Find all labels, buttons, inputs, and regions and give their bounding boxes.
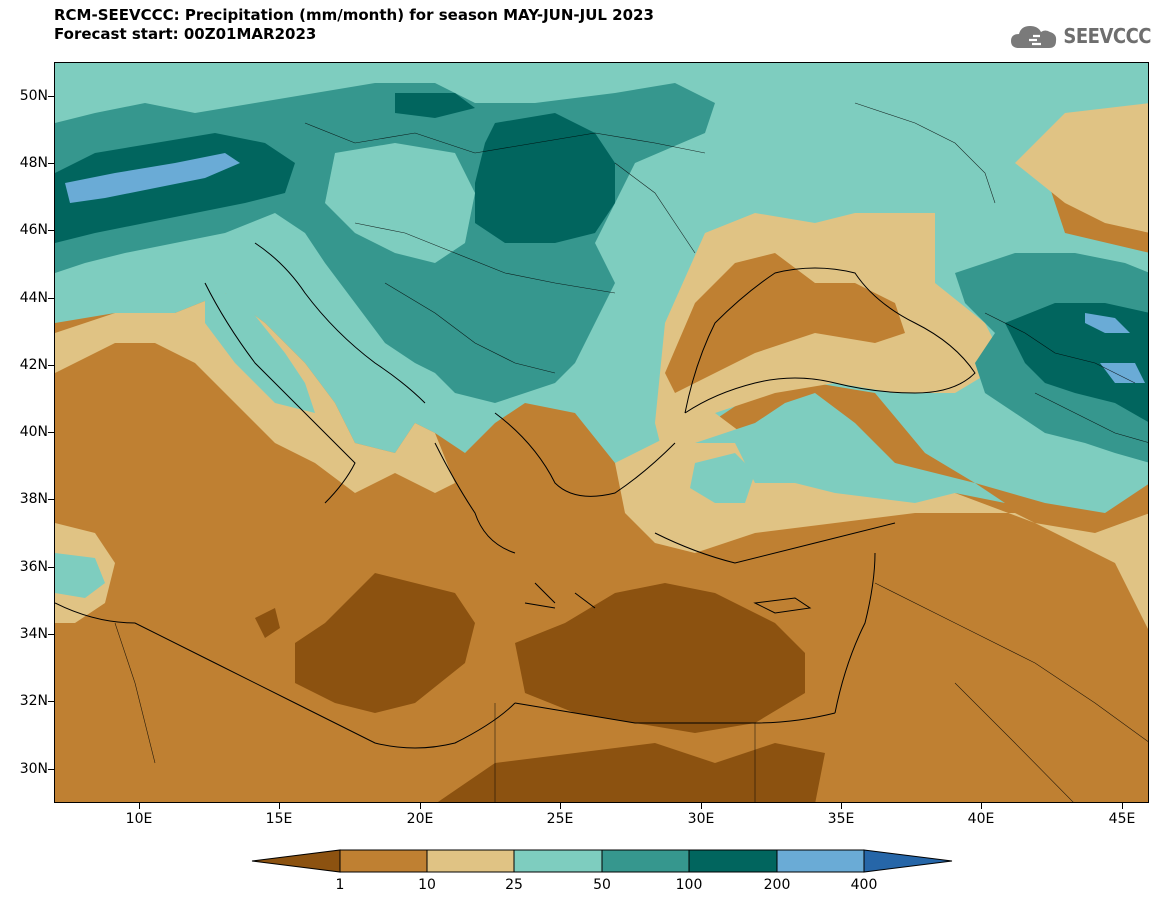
lat-label: 46N — [19, 222, 48, 238]
zone-50-100-hungary — [325, 143, 475, 263]
lat-label: 36N — [19, 559, 48, 575]
colorbar-segment-lt1 — [251, 849, 341, 873]
colorbar-segment-100-200 — [688, 849, 778, 873]
zone-1-10-small — [255, 608, 280, 638]
title-line-2: Forecast start: 00Z01MAR2023 — [54, 25, 317, 43]
colorbar-segment-gt400 — [863, 849, 953, 873]
zone-25-50-italy — [55, 293, 455, 493]
zone-1-10-egypt — [515, 583, 805, 733]
lon-label: 15E — [265, 811, 293, 827]
lon-label: 40E — [967, 811, 995, 827]
colorbar-segment-1-10 — [339, 849, 428, 873]
lat-label: 44N — [19, 290, 48, 306]
colorbar-segment-50-100 — [601, 849, 690, 873]
zone-50-100-sardinia — [55, 553, 105, 598]
logo-text: SEEVCCC — [1063, 24, 1151, 48]
zone-1-10-south — [437, 743, 825, 802]
colorbar-label: 200 — [763, 877, 791, 893]
colorbar-segment-10-25 — [426, 849, 515, 873]
coastlines — [55, 242, 976, 749]
lon-label: 10E — [125, 811, 153, 827]
colorbar-label: 50 — [593, 877, 611, 893]
zone-400-caucasus-2 — [1100, 363, 1145, 383]
map-panel — [54, 62, 1149, 803]
chart-title: RCM-SEEVCCC: Precipitation (mm/month) fo… — [54, 6, 654, 44]
colorbar-segment-200-400 — [776, 849, 865, 873]
zone-50-100-anatolia — [695, 393, 1005, 503]
zone-200-400-carpathians — [475, 113, 615, 243]
seevccc-logo: SEEVCCC — [1009, 22, 1151, 50]
colorbar — [251, 849, 953, 873]
zone-50-100-inner — [690, 453, 755, 503]
lon-label: 20E — [406, 811, 434, 827]
lat-label: 40N — [19, 424, 48, 440]
colorbar-label: 400 — [850, 877, 878, 893]
title-line-1: RCM-SEEVCCC: Precipitation (mm/month) fo… — [54, 6, 654, 24]
precipitation-map — [55, 63, 1148, 802]
lat-label: 32N — [19, 693, 48, 709]
colorbar-label: 10 — [418, 877, 436, 893]
zone-400-alps — [65, 153, 240, 203]
lat-label: 42N — [19, 357, 48, 373]
zone-10-25-black-sea — [665, 253, 905, 393]
zone-200-400-balkans — [395, 93, 475, 118]
colorbar-label: 100 — [675, 877, 703, 893]
lon-label: 30E — [687, 811, 715, 827]
zone-25-50-east — [1015, 103, 1148, 233]
lat-label: 38N — [19, 491, 48, 507]
lat-label: 50N — [19, 88, 48, 104]
lat-label: 48N — [19, 155, 48, 171]
borders — [114, 102, 1148, 802]
lon-label: 45E — [1108, 811, 1136, 827]
lon-label: 25E — [546, 811, 574, 827]
colorbar-label: 1 — [335, 877, 345, 893]
colorbar-segment-25-50 — [513, 849, 603, 873]
lon-label: 35E — [827, 811, 855, 827]
zone-400-caucasus-1 — [1085, 313, 1130, 333]
colorbar-label: 25 — [505, 877, 523, 893]
lat-label: 30N — [19, 761, 48, 777]
cloud-icon — [1011, 26, 1057, 48]
zone-1-10-libya — [295, 573, 475, 713]
lat-label: 34N — [19, 626, 48, 642]
zone-50-100-italy — [205, 283, 315, 413]
